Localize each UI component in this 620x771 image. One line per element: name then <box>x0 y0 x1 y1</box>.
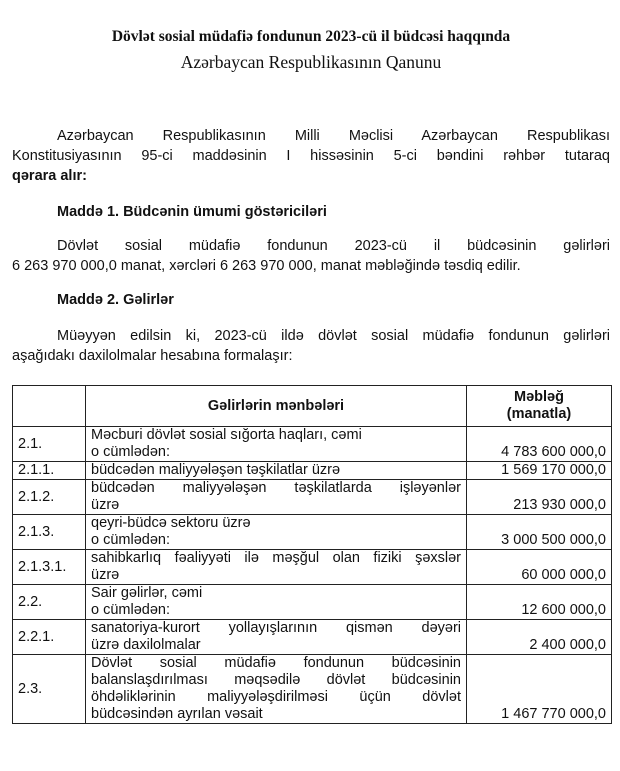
row-description-line: üzrə <box>91 497 120 513</box>
row-description: Məcburi dövlət sosial sığorta haqları, c… <box>85 426 467 462</box>
header-amount: Məbləğ (manatla) <box>466 385 612 427</box>
row-amount: 3 000 500 000,0 <box>466 514 612 550</box>
article2-line: Müəyyən edilsin ki, 2023-cü ildə dövlət … <box>57 328 610 344</box>
row-amount: 12 600 000,0 <box>466 584 612 620</box>
article2-line: aşağıdakı daxilolmalar hesabına formalaş… <box>12 348 293 364</box>
row-description-line: büdcədən maliyyələşən təşkilatlarda işlə… <box>91 480 461 496</box>
row-description-line: Sair gəlirlər, cəmi <box>91 585 203 601</box>
row-description: sanatoriya-kurort yollayışlarının qismən… <box>85 619 467 655</box>
row-description-line: öhdəliklərinin maliyyələşdirilməsi üçün … <box>91 689 461 705</box>
row-description-line: sanatoriya-kurort yollayışlarının qismən… <box>91 620 461 636</box>
row-description: sahibkarlıq fəaliyyəti ilə məşğul olan f… <box>85 549 467 585</box>
row-description: büdcədən maliyyələşən təşkilatlar üzrə <box>85 461 467 480</box>
row-code: 2.2.1. <box>12 619 86 655</box>
preamble-line: Azərbaycan Respublikasının Milli Məclisi… <box>57 128 610 144</box>
row-amount: 4 783 600 000,0 <box>466 426 612 462</box>
header-amount-label: Məbləğ <box>514 389 564 405</box>
table-row: 2.1. Məcburi dövlət sosial sığorta haqla… <box>12 426 612 462</box>
row-description: Dövlət sosial müdafiə fondunun büdcəsini… <box>85 654 467 724</box>
row-amount: 2 400 000,0 <box>466 619 612 655</box>
row-description-line: büdcəsindən ayrılan vəsait <box>91 706 263 722</box>
row-description-line: üzrə <box>91 567 120 583</box>
table-header-row: Gəlirlərin mənbələri Məbləğ (manatla) <box>12 385 612 427</box>
row-description-line: Məcburi dövlət sosial sığorta haqları, c… <box>91 427 362 443</box>
row-code: 2.1.3. <box>12 514 86 550</box>
table-row: 2.1.1. büdcədən maliyyələşən təşkilatlar… <box>12 461 612 480</box>
article2-body: Müəyyən edilsin ki, 2023-cü ildə dövlət … <box>12 326 610 366</box>
preamble-line: Konstitusiyasının 95-ci maddəsinin I his… <box>12 148 610 164</box>
article1-body: Dövlət sosial müdafiə fondunun 2023-cü i… <box>12 236 610 276</box>
table-row: 2.2.1. sanatoriya-kurort yollayışlarının… <box>12 619 612 655</box>
header-code <box>12 385 86 427</box>
header-sources: Gəlirlərin mənbələri <box>85 385 467 427</box>
row-amount: 1 569 170 000,0 <box>466 461 612 480</box>
table-row: 2.1.2. büdcədən maliyyələşən təşkilatlar… <box>12 479 612 515</box>
row-description-line: o cümlədən: <box>91 532 170 548</box>
row-amount: 60 000 000,0 <box>466 549 612 585</box>
row-amount: 213 930 000,0 <box>466 479 612 515</box>
article1-line: Dövlət sosial müdafiə fondunun 2023-cü i… <box>57 238 610 254</box>
row-description-line: o cümlədən: <box>91 602 170 618</box>
row-code: 2.2. <box>12 584 86 620</box>
row-description-line: o cümlədən: <box>91 444 170 460</box>
row-code: 2.1.3.1. <box>12 549 86 585</box>
row-description-line: sahibkarlıq fəaliyyəti ilə məşğul olan f… <box>91 550 461 566</box>
article2-heading: Maddə 2. Gəlirlər <box>57 292 174 308</box>
preamble: Azərbaycan Respublikasının Milli Məclisi… <box>12 126 610 186</box>
article1-line: 6 263 970 000,0 manat, xərcləri 6 263 97… <box>12 258 521 274</box>
table-row: 2.1.3. qeyri-büdcə sektoru üzrə o cümlədə… <box>12 514 612 550</box>
revenue-table: Gəlirlərin mənbələri Məbləğ (manatla) 2.… <box>12 385 612 724</box>
header-amount-unit: (manatla) <box>506 406 572 422</box>
document-title: Dövlət sosial müdafiə fondunun 2023-cü i… <box>111 28 511 45</box>
preamble-bold-end: qərara alır: <box>12 168 87 184</box>
row-description: Sair gəlirlər, cəmi o cümlədən: <box>85 584 467 620</box>
row-description: büdcədən maliyyələşən təşkilatlarda işlə… <box>85 479 467 515</box>
row-description-line: balanslaşdırılması məqsədilə dövlət büdc… <box>91 672 461 688</box>
article1-heading: Maddə 1. Büdcənin ümumi göstəriciləri <box>57 204 327 220</box>
row-description-line: üzrə daxilolmalar <box>91 637 201 653</box>
table-row: 2.1.3.1. sahibkarlıq fəaliyyəti ilə məşğ… <box>12 549 612 585</box>
row-description: qeyri-büdcə sektoru üzrə o cümlədən: <box>85 514 467 550</box>
row-description-line: büdcədən maliyyələşən təşkilatlar üzrə <box>91 462 341 478</box>
row-code: 2.3. <box>12 654 86 724</box>
table-row: 2.3. Dövlət sosial müdafiə fondunun büdc… <box>12 654 612 724</box>
row-description-line: qeyri-büdcə sektoru üzrə <box>91 515 251 531</box>
row-code: 2.1. <box>12 426 86 462</box>
row-code: 2.1.2. <box>12 479 86 515</box>
document-subtitle: Azərbaycan Respublikasının Qanunu <box>180 52 442 72</box>
table-row: 2.2. Sair gəlirlər, cəmi o cümlədən: 12 6… <box>12 584 612 620</box>
row-amount: 1 467 770 000,0 <box>466 654 612 724</box>
row-description-line: Dövlət sosial müdafiə fondunun büdcəsini… <box>91 655 461 671</box>
row-code: 2.1.1. <box>12 461 86 480</box>
